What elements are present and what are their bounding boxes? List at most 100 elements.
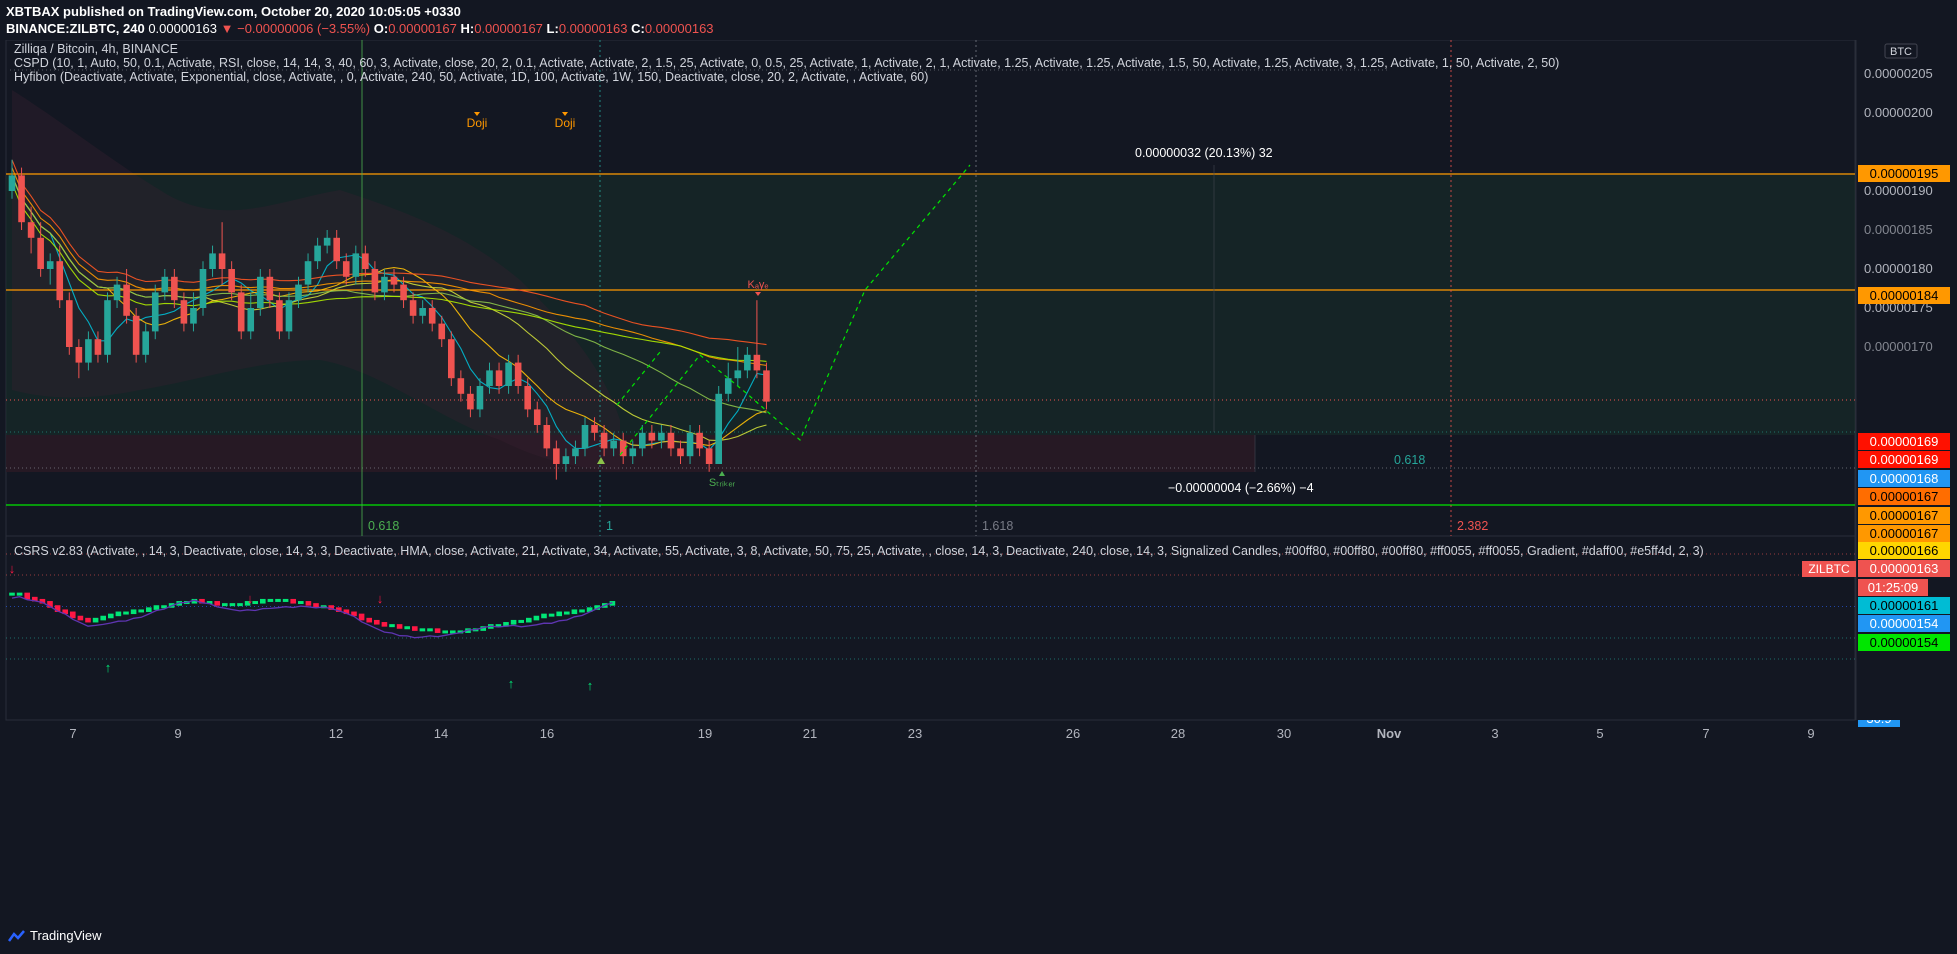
- rsi-candle: [237, 603, 243, 607]
- y-tick-label-partial: 0.00000185: [1864, 222, 1933, 237]
- price-tag-bg: [1858, 287, 1950, 304]
- candle-body: [581, 425, 589, 449]
- candle: [438, 315, 446, 347]
- price-tag: 0.00000195: [1858, 165, 1950, 182]
- legend-csrs[interactable]: CSRS v2.83 (Activate, , 14, 3, Deactivat…: [14, 544, 1704, 558]
- footer: TradingView: [0, 924, 1957, 954]
- chart-area[interactable]: 0.618 1 1.618 2.382 0.618 0.00000032 (20.13%)…: [0, 39, 1957, 934]
- open-value: 0.00000167: [388, 21, 457, 36]
- candle-body: [715, 393, 722, 464]
- rsi-candle: [85, 617, 91, 623]
- rsi-candle: [161, 605, 167, 609]
- candle: [247, 292, 255, 340]
- price-change: ▼ −0.00000006 (−3.55%): [220, 21, 371, 36]
- price-tag-bg: [1858, 560, 1950, 577]
- rsi-candle: [480, 626, 486, 631]
- price-tag-bg: [1858, 579, 1928, 596]
- candle: [639, 425, 646, 457]
- legend-hyfibon[interactable]: Hyfibon (Deactivate, Activate, Exponenti…: [14, 70, 929, 84]
- candle-body: [18, 175, 25, 223]
- rsi-candle: [229, 603, 236, 607]
- rsi-candle: [495, 624, 502, 628]
- rsi-candle: [313, 603, 319, 608]
- candle-body: [457, 378, 465, 394]
- candle: [763, 362, 770, 410]
- chart-canvas[interactable]: 0.618 1 1.618 2.382 0.618 0.00000032 (20.13%)…: [0, 39, 1957, 924]
- candle-body: [533, 409, 541, 425]
- candle-body: [390, 276, 398, 285]
- price-tag-label: 0.00000167: [1870, 489, 1939, 504]
- candle: [295, 276, 302, 308]
- candle: [495, 362, 503, 394]
- x-tick-label: 9: [174, 726, 181, 741]
- candle-body: [696, 432, 703, 449]
- candle: [18, 167, 25, 230]
- rsi-candle: [586, 607, 593, 612]
- candle-body: [190, 308, 197, 324]
- price-tag-bg: [1858, 597, 1950, 614]
- candle: [142, 323, 149, 363]
- candle: [46, 253, 54, 285]
- rsi-candle: [389, 624, 395, 628]
- candle: [448, 331, 455, 386]
- tradingview-logo[interactable]: TradingView: [8, 928, 102, 943]
- candle: [276, 292, 283, 340]
- legend-title[interactable]: Zilliqa / Bitcoin, 4h, BINANCE: [14, 42, 178, 56]
- publish-info: XBTBAX published on TradingView.com, Oct…: [6, 4, 461, 19]
- candle-body: [66, 300, 73, 347]
- price-tag: 0.00000154: [1858, 615, 1950, 632]
- x-tick-label: 21: [803, 726, 817, 741]
- candle: [734, 347, 742, 386]
- rsi-candle: [518, 619, 524, 623]
- rsi-candle: [419, 628, 426, 632]
- x-tick-label: 7: [1702, 726, 1709, 741]
- candle-body: [180, 300, 188, 324]
- rsi-candle: [138, 609, 144, 613]
- moving-average-line: [11, 167, 767, 366]
- symbol-label: BINANCE:ZILBTC, 240: [6, 21, 145, 36]
- candle: [457, 370, 465, 402]
- rsi-candle: [252, 601, 258, 605]
- rsi-candle: [54, 605, 61, 612]
- price-tag-bg: [1858, 615, 1950, 632]
- price-tag: 0.00000167: [1858, 525, 1950, 542]
- candle: [610, 432, 617, 457]
- candle: [619, 432, 627, 464]
- price-tag-label: 0.00000168: [1870, 471, 1939, 486]
- projection-path: [619, 164, 971, 456]
- candle-body: [734, 370, 742, 379]
- candle-body: [228, 269, 235, 293]
- candle-body: [543, 425, 551, 449]
- range-down-label: −0.00000004 (−2.66%) −4: [1168, 481, 1314, 495]
- candle-body: [724, 378, 732, 394]
- candle: [744, 347, 751, 379]
- rsi-candle: [328, 605, 334, 610]
- legend-cspd[interactable]: CSPD (10, 1, Auto, 50, 0.1, Activate, RS…: [14, 56, 1560, 70]
- candle-body: [371, 269, 379, 293]
- y-tick-label: 0.00000205: [1864, 66, 1933, 81]
- price-tag-bg: [1858, 488, 1950, 505]
- rsi-arrow-icon: ↑: [105, 660, 112, 675]
- rsi-candle: [16, 592, 23, 596]
- x-tick-label: 3: [1491, 726, 1498, 741]
- x-tick-label: 19: [698, 726, 712, 741]
- rsi-candle: [404, 626, 410, 630]
- candle: [151, 284, 159, 340]
- candle: [677, 440, 684, 464]
- candle-body: [610, 440, 617, 449]
- high-value: 0.00000167: [474, 21, 543, 36]
- candle-body: [400, 284, 407, 301]
- price-tag-bg: [1858, 507, 1950, 524]
- rsi-candle: [533, 615, 540, 621]
- rsi-candle: [564, 611, 570, 615]
- candle-body: [619, 440, 627, 457]
- currency-label: BTC: [1890, 46, 1912, 58]
- y-tick-label: 0.00000180: [1864, 261, 1933, 276]
- rsi-candle: [115, 611, 122, 617]
- chart-header: XBTBAX published on TradingView.com, Oct…: [0, 0, 1957, 40]
- candle-body: [677, 448, 684, 457]
- candle-body: [314, 245, 321, 262]
- candle-body: [352, 253, 360, 277]
- rsi-arrow-icon: ↑: [508, 676, 515, 691]
- rsi-candle: [510, 619, 517, 625]
